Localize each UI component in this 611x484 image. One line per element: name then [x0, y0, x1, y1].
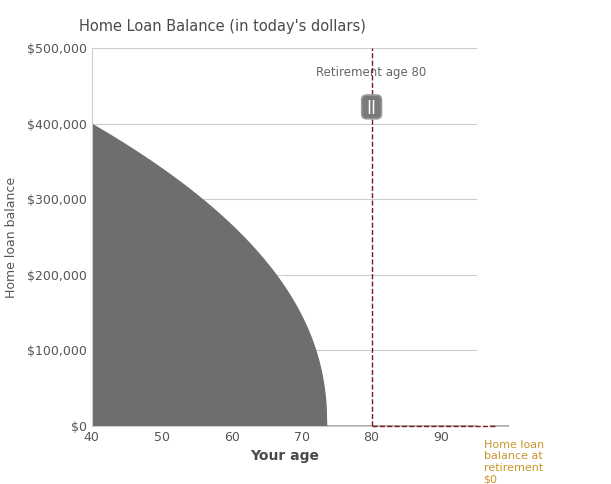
Text: ||: ||	[367, 100, 376, 114]
Text: Home loan
balance at
retirement
$0: Home loan balance at retirement $0	[483, 440, 544, 484]
Y-axis label: Home loan balance: Home loan balance	[5, 177, 18, 298]
Text: Retirement age 80: Retirement age 80	[316, 66, 426, 79]
Text: Home Loan Balance (in today's dollars): Home Loan Balance (in today's dollars)	[79, 19, 367, 34]
X-axis label: Your age: Your age	[250, 449, 318, 463]
